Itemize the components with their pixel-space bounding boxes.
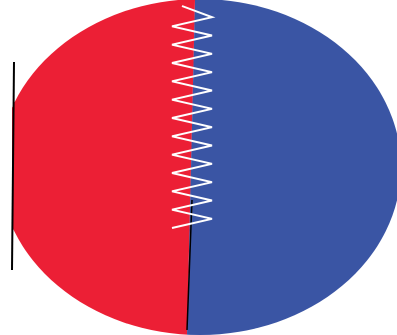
blue-half-shape: [187, 0, 397, 335]
left-edge-line: [11, 61, 15, 271]
red-half-shape: [12, 0, 195, 335]
zigzag-stitch-icon: [171, 5, 216, 229]
seam-line: [186, 199, 193, 331]
